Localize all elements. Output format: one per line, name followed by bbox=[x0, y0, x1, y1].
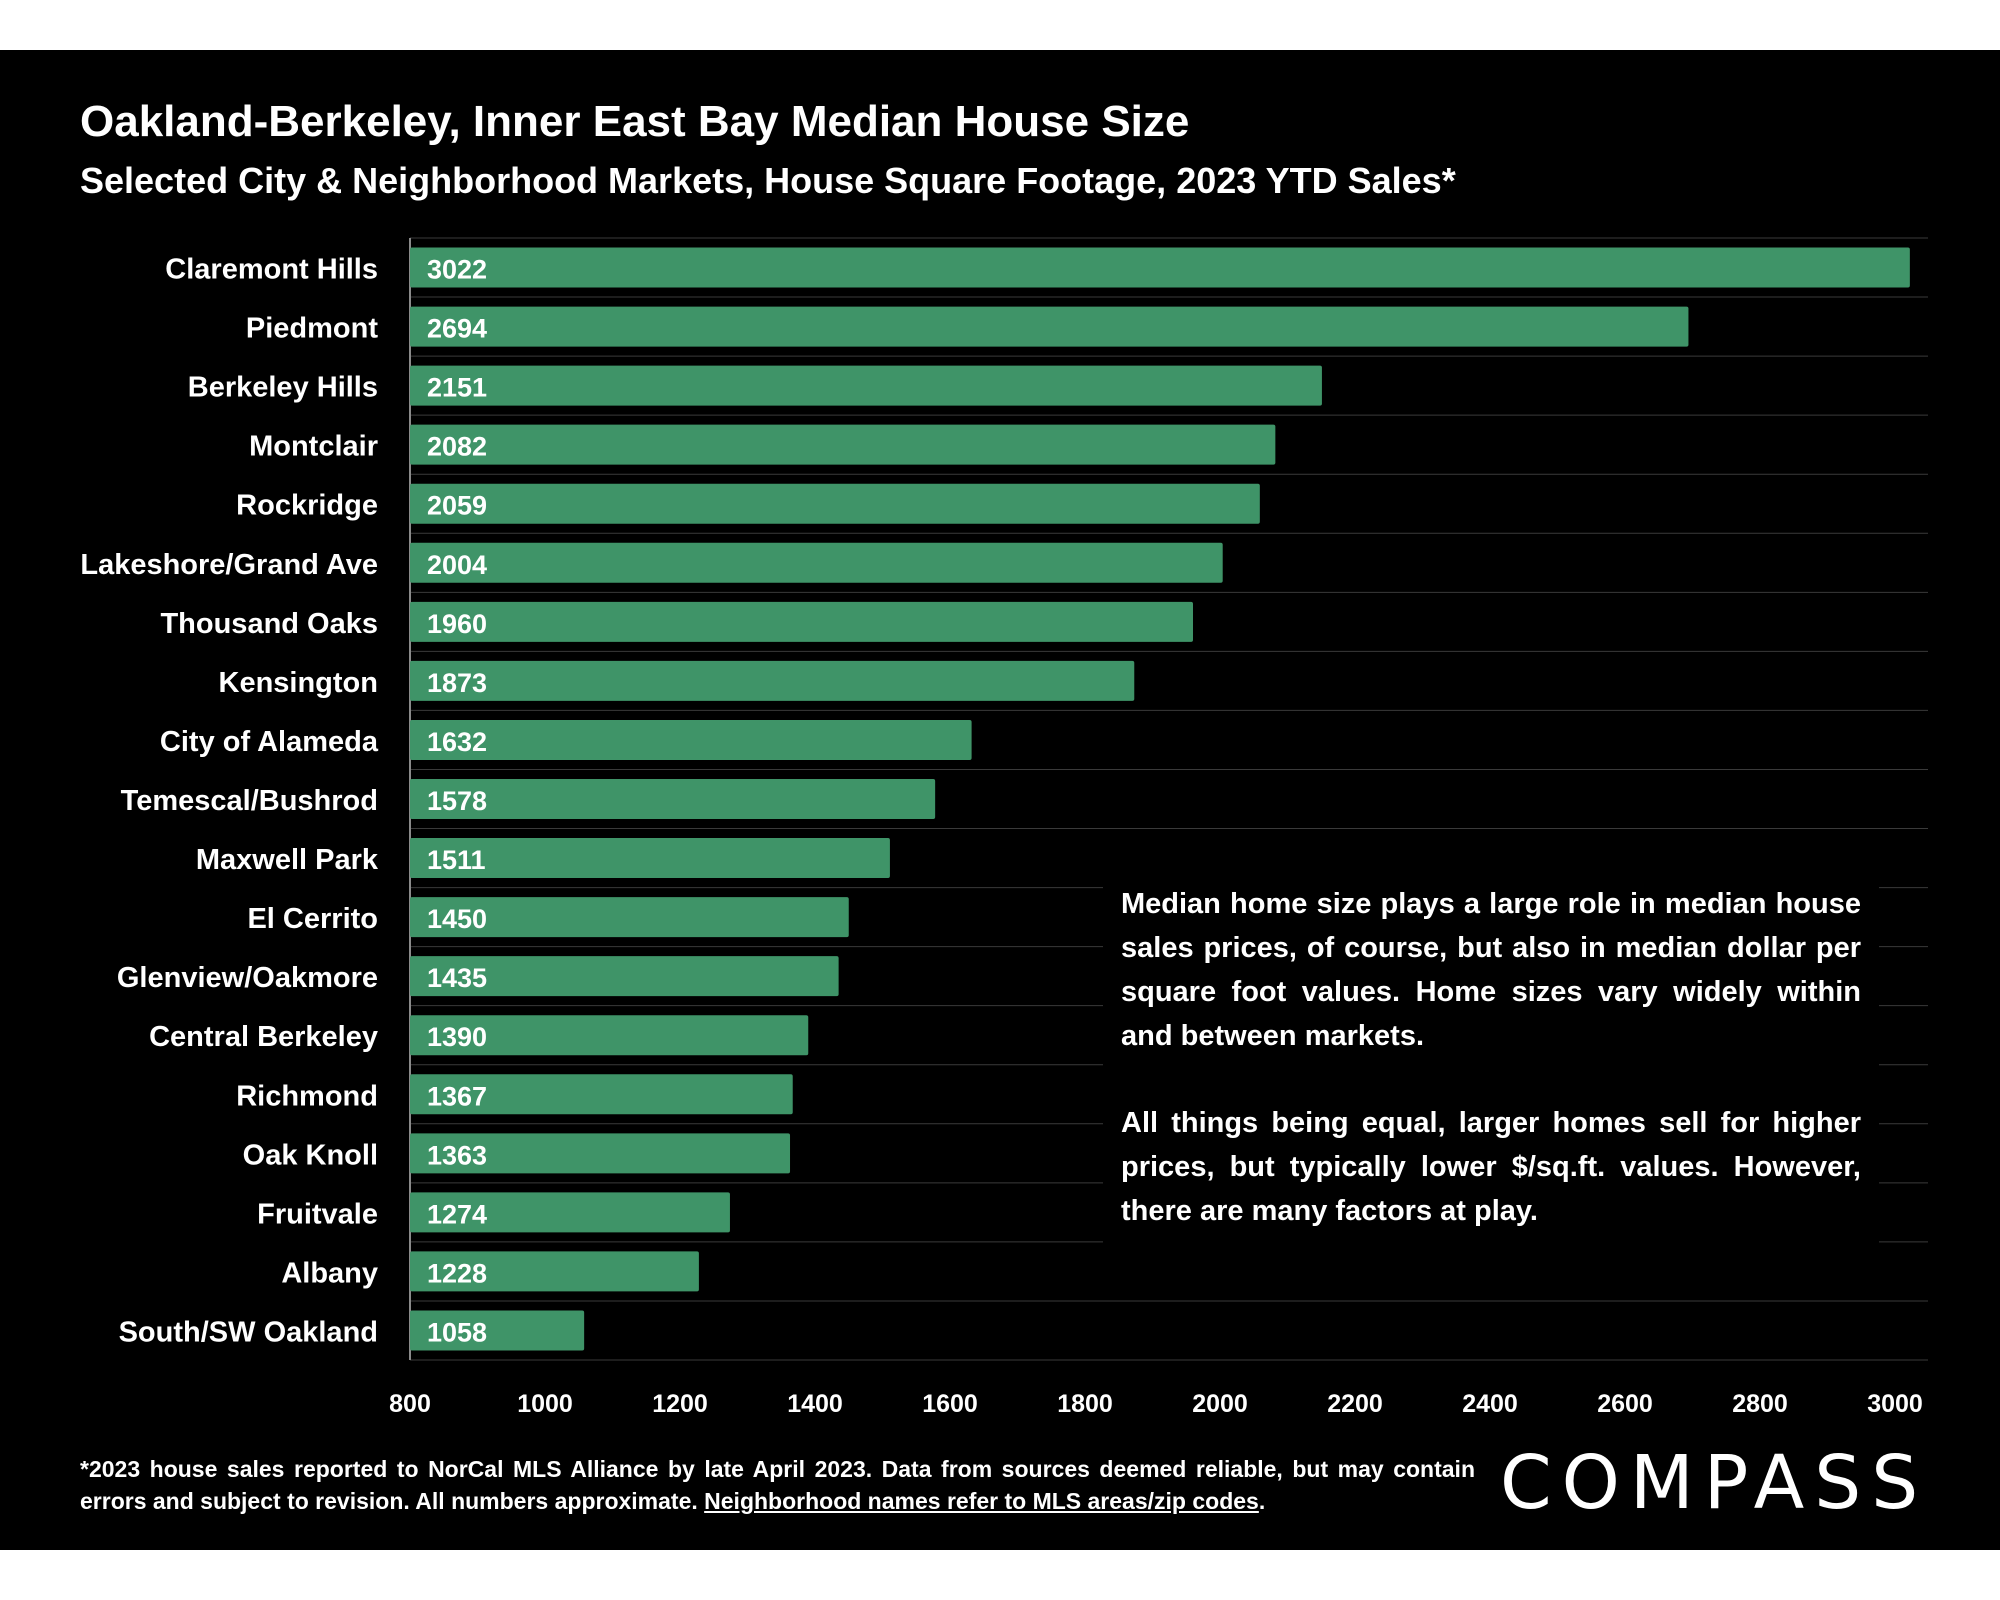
bar bbox=[410, 1074, 793, 1115]
callout-paragraph-1: Median home size plays a large role in m… bbox=[1121, 888, 1861, 1052]
bar bbox=[410, 956, 839, 997]
bar bbox=[410, 247, 1910, 288]
chart-title: Oakland-Berkeley, Inner East Bay Median … bbox=[80, 97, 1190, 146]
chart-subtitle: Selected City & Neighborhood Markets, Ho… bbox=[80, 160, 1456, 201]
bar bbox=[410, 1251, 699, 1292]
data-label: 1390 bbox=[427, 1022, 487, 1052]
x-tick-label: 1200 bbox=[652, 1390, 708, 1418]
x-tick-label: 1800 bbox=[1057, 1390, 1113, 1418]
bar bbox=[410, 719, 972, 760]
x-tick-label: 800 bbox=[389, 1390, 431, 1418]
category-label: Glenview/Oakmore bbox=[117, 962, 378, 994]
x-tick-label: 2400 bbox=[1462, 1390, 1518, 1418]
bar bbox=[410, 1015, 809, 1056]
data-label: 3022 bbox=[427, 255, 487, 285]
x-tick-label: 1000 bbox=[517, 1390, 573, 1418]
callout-text-box: Median home size plays a large role in m… bbox=[1103, 868, 1879, 1247]
chart-slide: Oakland-Berkeley, Inner East Bay Median … bbox=[0, 50, 2000, 1550]
x-tick-label: 3000 bbox=[1867, 1390, 1923, 1418]
category-label: Lakeshore/Grand Ave bbox=[80, 549, 378, 581]
bar bbox=[410, 424, 1276, 465]
bar bbox=[410, 542, 1223, 583]
data-label: 1435 bbox=[427, 963, 487, 993]
data-label: 1632 bbox=[427, 727, 487, 757]
data-label: 1363 bbox=[427, 1140, 487, 1170]
footnote-text: *2023 house sales reported to NorCal MLS… bbox=[80, 1456, 1475, 1514]
data-label: 1873 bbox=[427, 668, 487, 698]
data-label: 2004 bbox=[427, 550, 487, 580]
category-label: South/SW Oakland bbox=[119, 1316, 378, 1348]
category-label: Piedmont bbox=[246, 313, 378, 345]
footnote-end: . bbox=[1258, 1488, 1266, 1514]
bar bbox=[410, 483, 1260, 524]
callout-paragraph-2: All things being equal, larger homes sel… bbox=[1121, 1107, 1861, 1227]
data-label: 1058 bbox=[427, 1317, 487, 1347]
data-label: 1511 bbox=[427, 845, 486, 875]
data-label: 2151 bbox=[427, 373, 487, 403]
data-label: 1960 bbox=[427, 609, 487, 639]
data-label: 1274 bbox=[427, 1199, 487, 1229]
bar bbox=[410, 1310, 585, 1351]
data-label: 1450 bbox=[427, 904, 487, 934]
bar bbox=[410, 1192, 730, 1233]
data-label: 1578 bbox=[427, 786, 487, 816]
bar-chart: Claremont Hills 3022 Piedmont 2694 Berkeley … bbox=[80, 237, 1928, 1418]
x-tick-label: 2800 bbox=[1732, 1390, 1788, 1418]
bar bbox=[410, 365, 1322, 406]
category-label: Kensington bbox=[219, 667, 379, 699]
bar bbox=[410, 1133, 791, 1174]
data-label: 1228 bbox=[427, 1258, 487, 1288]
data-label: 2082 bbox=[427, 432, 487, 462]
category-label: Berkeley Hills bbox=[188, 372, 378, 404]
compass-logo: COMPASS bbox=[1500, 1440, 1929, 1526]
category-label: Oak Knoll bbox=[243, 1139, 378, 1171]
data-label: 2694 bbox=[427, 314, 487, 344]
bar bbox=[410, 897, 849, 938]
footnote-link[interactable]: Neighborhood names refer to MLS areas/zi… bbox=[704, 1488, 1259, 1514]
bar bbox=[410, 306, 1689, 347]
category-label: City of Alameda bbox=[160, 726, 379, 758]
category-label: Central Berkeley bbox=[149, 1021, 378, 1053]
category-label: Temescal/Bushrod bbox=[121, 785, 378, 817]
category-label: Montclair bbox=[249, 431, 378, 463]
bar bbox=[410, 838, 890, 879]
x-tick-label: 2600 bbox=[1597, 1390, 1653, 1418]
x-tick-label: 2000 bbox=[1192, 1390, 1248, 1418]
category-label: Albany bbox=[281, 1257, 378, 1289]
data-label: 1367 bbox=[427, 1081, 487, 1111]
footnote: *2023 house sales reported to NorCal MLS… bbox=[80, 1453, 1475, 1517]
bar bbox=[410, 601, 1193, 642]
category-label: Claremont Hills bbox=[165, 254, 378, 286]
category-label: Maxwell Park bbox=[196, 844, 379, 876]
category-label: Fruitvale bbox=[257, 1198, 378, 1230]
x-tick-label: 1600 bbox=[922, 1390, 978, 1418]
bar bbox=[410, 660, 1135, 701]
category-label: Richmond bbox=[236, 1080, 378, 1112]
x-tick-label: 1400 bbox=[787, 1390, 843, 1418]
category-label: Thousand Oaks bbox=[160, 608, 378, 640]
category-label: Rockridge bbox=[236, 490, 378, 522]
category-label: El Cerrito bbox=[247, 903, 378, 935]
bar bbox=[410, 779, 936, 819]
x-tick-label: 2200 bbox=[1327, 1390, 1383, 1418]
data-label: 2059 bbox=[427, 491, 487, 521]
